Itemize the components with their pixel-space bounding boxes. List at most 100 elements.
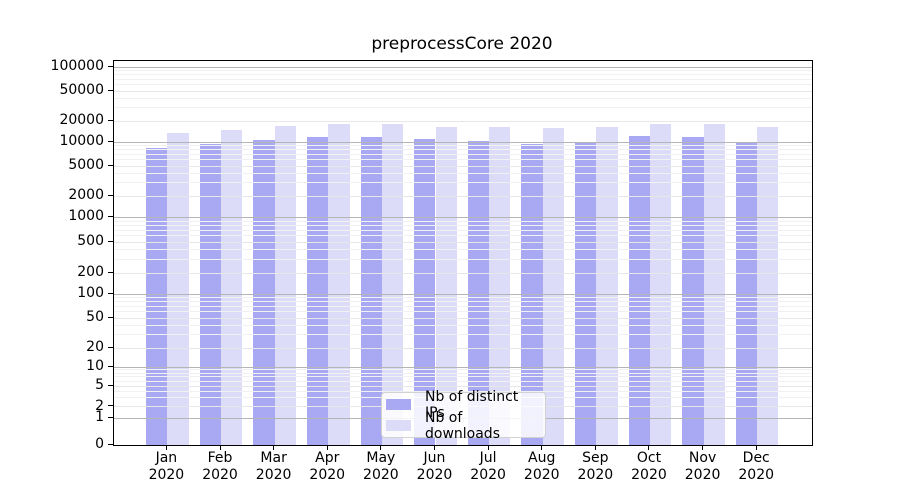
y-tick-label: 50	[86, 309, 104, 325]
y-tick-label: 20000	[59, 112, 104, 128]
x-tick-year: 2020	[255, 466, 292, 483]
x-tick-month: Nov	[688, 450, 717, 466]
minor-gridline	[114, 301, 812, 303]
minor-gridline	[114, 74, 812, 76]
bar-downloads-nov	[703, 124, 725, 445]
x-tick-month: Apr	[315, 450, 340, 466]
legend: Nb of distinct IPs Nb of downloads	[381, 389, 546, 442]
minor-gridline	[114, 153, 812, 155]
y-tick-mark	[108, 443, 113, 445]
x-tick-mark	[326, 445, 328, 450]
x-tick-year: 2020	[309, 466, 346, 483]
bar-distinct-ips-may	[360, 137, 382, 445]
x-tick-year: 2020	[202, 466, 238, 483]
minor-gridline	[114, 107, 812, 109]
bar-distinct-ips-jan	[146, 148, 168, 445]
x-tick-mark	[219, 445, 221, 450]
y-tick-mark	[108, 405, 113, 407]
x-tick-label: Nov 2020	[685, 450, 721, 483]
y-tick-label: 2000	[68, 187, 104, 203]
legend-item-distinct-ips: Nb of distinct IPs	[386, 389, 537, 421]
x-tick-label: Jan 2020	[149, 450, 185, 483]
minor-gridline	[114, 305, 812, 307]
minor-gridline	[114, 97, 812, 99]
minor-gridline	[114, 324, 812, 326]
x-tick-month: Jan	[155, 450, 178, 466]
bar-downloads-jan	[167, 133, 189, 445]
minor-gridline	[114, 159, 812, 161]
legend-item-downloads: Nb of downloads	[386, 410, 537, 442]
minor-gridline	[114, 220, 812, 222]
bar-downloads-jun	[435, 127, 457, 445]
y-tick-label: 1000	[68, 208, 104, 225]
gridline	[114, 90, 812, 92]
x-tick-mark	[380, 445, 382, 450]
x-tick-mark	[273, 445, 275, 450]
y-tick-label: 10	[86, 358, 104, 374]
bar-downloads-oct	[650, 123, 672, 445]
gridline	[114, 272, 812, 274]
x-tick-label: Oct 2020	[631, 450, 667, 483]
bar-downloads-mar	[274, 125, 296, 445]
x-tick-year: 2020	[148, 466, 185, 483]
minor-gridline	[114, 258, 812, 260]
gridline	[114, 366, 812, 368]
minor-gridline	[114, 145, 812, 147]
y-tick-mark	[108, 215, 113, 217]
x-tick-mark	[434, 445, 435, 450]
y-tick-mark	[108, 384, 113, 386]
minor-gridline	[114, 249, 812, 251]
y-tick-mark	[108, 89, 113, 91]
x-tick-month: Oct	[636, 450, 662, 466]
plot-area	[113, 60, 813, 446]
bar-downloads-apr	[328, 124, 350, 445]
bar-distinct-ips-apr	[307, 137, 329, 445]
minor-gridline	[114, 376, 812, 378]
y-tick-label: 50000	[59, 82, 104, 98]
y-tick-label: 200	[77, 264, 104, 280]
bar-distinct-ips-mar	[253, 139, 275, 445]
distinct-ips-swatch-icon	[386, 399, 411, 410]
x-tick-year: 2020	[470, 466, 506, 483]
gridline	[114, 141, 812, 143]
y-tick-label: 100	[77, 285, 104, 301]
gridline	[114, 347, 812, 349]
x-tick-label: Jul 2020	[470, 450, 506, 483]
gridline	[114, 66, 812, 68]
x-tick-year: 2020	[363, 466, 399, 483]
x-tick-mark	[487, 445, 489, 450]
legend-label: Nb of distinct IPs	[425, 388, 519, 421]
y-tick-mark	[108, 271, 113, 273]
minor-gridline	[114, 235, 812, 237]
x-tick-month: Sep	[582, 450, 609, 466]
x-tick-label: Dec 2020	[738, 450, 774, 483]
bar-downloads-dec	[757, 127, 779, 445]
x-tick-label: Feb 2020	[202, 450, 238, 483]
bar-downloads-may	[381, 124, 404, 445]
y-tick-mark	[108, 346, 113, 348]
x-tick-label: Jun 2020	[417, 450, 453, 483]
minor-gridline	[114, 297, 812, 299]
x-tick-label: Apr 2020	[309, 450, 345, 483]
minor-gridline	[114, 172, 812, 174]
x-tick-month: Mar	[260, 450, 287, 466]
x-tick-label: May 2020	[363, 450, 399, 483]
y-tick-mark	[108, 365, 113, 367]
y-tick-mark	[108, 316, 113, 318]
minor-gridline	[114, 390, 812, 392]
x-tick-month: Jun	[423, 450, 446, 466]
x-tick-year: 2020	[416, 466, 453, 483]
y-tick-mark	[108, 164, 113, 166]
minor-gridline	[114, 334, 812, 336]
y-tick-mark	[108, 416, 113, 418]
minor-gridline	[114, 224, 812, 226]
minor-gridline	[114, 380, 812, 382]
y-tick-label: 500	[77, 233, 104, 249]
downloads-swatch-icon	[386, 420, 411, 431]
y-tick-label: 100000	[50, 58, 104, 75]
y-tick-label: 1	[95, 409, 104, 426]
y-tick-label: 5	[95, 377, 104, 393]
x-tick-label: Mar 2020	[256, 450, 292, 483]
minor-gridline	[114, 78, 812, 80]
